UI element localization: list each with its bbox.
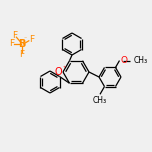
Text: B: B	[18, 39, 26, 49]
Text: F: F	[29, 35, 34, 44]
Text: F: F	[9, 40, 14, 48]
Text: O: O	[55, 67, 62, 77]
Text: O: O	[121, 55, 128, 65]
Text: F: F	[12, 31, 17, 40]
Text: F: F	[19, 50, 25, 59]
Text: ⁻: ⁻	[24, 38, 27, 43]
Text: ⁺: ⁺	[63, 66, 66, 71]
Text: CH₃: CH₃	[92, 96, 106, 105]
Text: CH₃: CH₃	[133, 56, 148, 65]
